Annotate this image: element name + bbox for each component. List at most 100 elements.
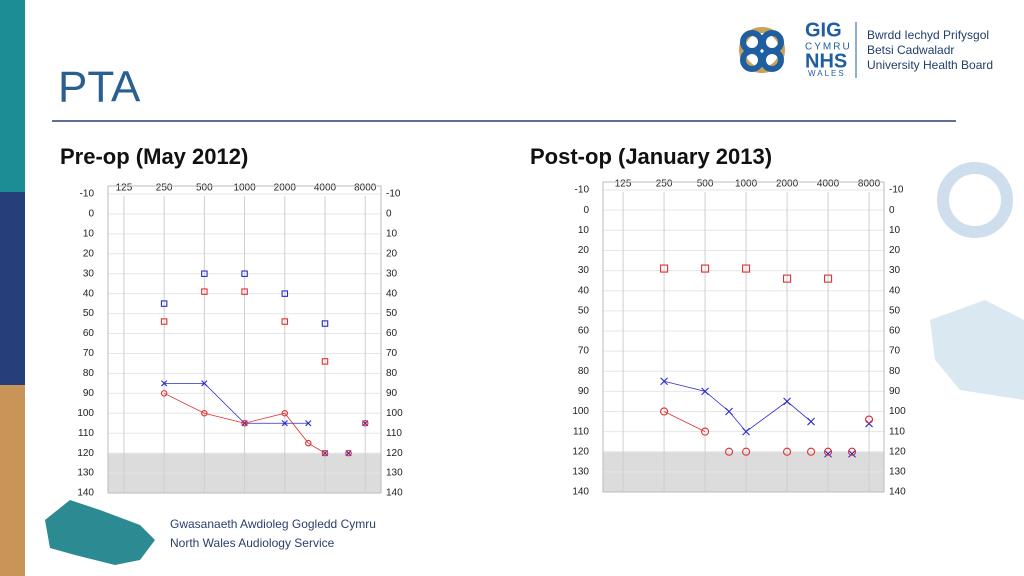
marker	[160, 318, 168, 325]
y2-tick-label: 120	[889, 446, 906, 457]
x-tick-label: 1000	[735, 179, 758, 190]
marker	[783, 447, 792, 456]
logo-board: Betsi Cadwaladr	[867, 43, 954, 57]
x-tick-label: 4000	[817, 179, 840, 190]
y-tick-label: 60	[83, 328, 95, 339]
y-tick-label: 140	[77, 488, 94, 499]
plot-frame	[602, 181, 885, 493]
stripe-tan	[0, 385, 25, 576]
y-tick-label: 0	[583, 205, 589, 216]
marker	[783, 274, 792, 283]
y2-tick-label: 40	[889, 285, 901, 296]
y-tick-label: -10	[80, 189, 95, 200]
marker	[807, 417, 815, 426]
x-tick-label: 500	[697, 179, 714, 190]
y2-tick-label: 110	[386, 428, 402, 439]
marker	[701, 264, 710, 273]
marker	[241, 419, 248, 427]
y2-tick-label: 30	[386, 268, 398, 279]
logo-board: University Health Board	[867, 58, 993, 72]
marker	[660, 407, 669, 416]
logo-knot	[739, 27, 785, 73]
marker	[241, 270, 248, 277]
marker	[742, 427, 750, 436]
footer-text: Gwasanaeth Awdioleg Gogledd Cymru	[170, 517, 376, 531]
y2-tick-label: 10	[889, 225, 901, 236]
y-tick-label: 130	[572, 467, 589, 478]
logo-nhs: NHS	[805, 50, 847, 72]
y2-tick-label: 90	[386, 388, 398, 399]
marker	[321, 358, 329, 365]
y-tick-label: 80	[578, 366, 590, 377]
x-tick-label: 2000	[776, 179, 799, 190]
y-tick-label: 100	[77, 408, 94, 419]
marker	[701, 387, 709, 396]
footer-text: North Wales Audiology Service	[170, 536, 335, 550]
marker	[281, 410, 289, 417]
marker	[864, 415, 874, 424]
y-tick-label: 120	[572, 446, 589, 457]
logo-board: Bwrdd Iechyd Prifysgol	[867, 28, 989, 42]
marker	[847, 447, 857, 456]
y-tick-label: 0	[88, 209, 94, 220]
y-tick-label: 30	[83, 268, 95, 279]
y2-tick-label: 50	[889, 305, 901, 316]
y2-tick-label: 110	[889, 426, 905, 437]
y-tick-label: 140	[572, 487, 589, 498]
marker	[824, 447, 833, 456]
y2-tick-label: 10	[386, 228, 398, 239]
y2-tick-label: 100	[386, 408, 403, 419]
marker	[742, 447, 751, 456]
stripe-teal	[0, 0, 25, 192]
marker	[724, 447, 734, 456]
logo-wales: WALES	[808, 69, 846, 78]
y2-tick-label: 80	[386, 368, 398, 379]
y-tick-label: 70	[578, 346, 590, 357]
x-tick-label: 4000	[314, 183, 337, 194]
y-tick-label: 30	[578, 265, 590, 276]
y2-tick-label: 80	[889, 366, 901, 377]
marker	[161, 380, 168, 387]
marker	[345, 449, 352, 457]
y-tick-label: 120	[77, 448, 94, 459]
y2-tick-label: 30	[889, 265, 901, 276]
x-tick-label: 2000	[274, 183, 297, 194]
y-tick-label: 50	[83, 308, 95, 319]
y2-tick-label: 20	[386, 248, 398, 259]
y2-tick-label: 90	[889, 386, 901, 397]
y2-tick-label: 60	[386, 328, 398, 339]
x-tick-label: 500	[196, 183, 213, 194]
logo-cymru: CYMRU	[805, 42, 852, 53]
y-tick-label: 110	[78, 428, 94, 439]
marker	[725, 407, 733, 416]
marker	[806, 447, 816, 456]
marker	[201, 380, 208, 387]
x-tick-label: 125	[116, 183, 133, 194]
marker	[660, 264, 669, 273]
y-tick-label: 130	[77, 468, 94, 479]
watermark	[930, 162, 1024, 400]
y2-tick-label: 100	[889, 406, 906, 417]
y2-tick-label: 140	[889, 487, 906, 498]
map-icon	[45, 500, 155, 565]
y2-tick-label: 130	[386, 468, 403, 479]
y-tick-label: 10	[83, 228, 95, 239]
y2-tick-label: 60	[889, 326, 901, 337]
series-line	[663, 411, 706, 432]
marker	[201, 410, 208, 417]
series-line	[164, 382, 309, 424]
y-tick-label: 40	[83, 288, 95, 299]
y-tick-label: 20	[83, 248, 95, 259]
chart: -10 -10 0 0 10 10 20 20 30 30 40 40 50 50 60 60 70 70 80 80…	[77, 183, 403, 499]
y2-tick-label: 20	[889, 245, 901, 256]
y-tick-label: -10	[575, 185, 590, 196]
marker	[660, 377, 668, 386]
marker	[201, 270, 208, 277]
plot-frame	[107, 185, 382, 494]
marker	[281, 318, 289, 325]
marker	[160, 390, 168, 397]
y2-tick-label: 120	[386, 448, 403, 459]
marker	[701, 427, 710, 436]
marker	[241, 288, 248, 295]
